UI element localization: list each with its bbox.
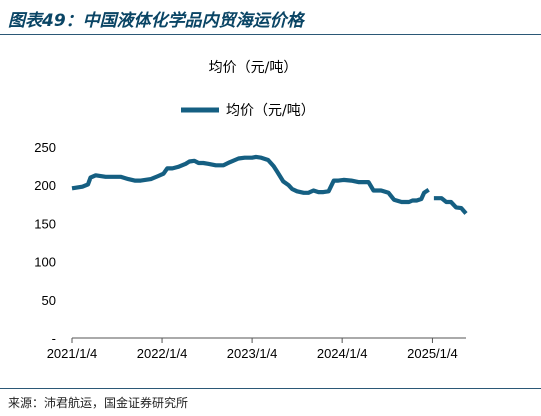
series-line-0: [71, 154, 430, 205]
x-tick-label: 2024/1/4: [317, 346, 368, 358]
x-tick-label: 2022/1/4: [137, 346, 188, 358]
legend: 均价（元/吨）: [181, 103, 315, 119]
chart-title: 均价（元/吨）: [209, 60, 298, 76]
x-tick-label: 2025/1/4: [407, 346, 458, 358]
legend-entry-avg-price: 均价（元/吨）: [226, 103, 315, 119]
figure-title: 图表49：中国液体化学品内贸海运价格: [8, 11, 304, 31]
y-tick-label: 250: [34, 140, 56, 155]
bottom-rule: [0, 388, 541, 389]
x-tick-label: 2023/1/4: [227, 346, 278, 358]
x-tick-label: 2021/1/4: [47, 346, 98, 358]
y-tick-label: -: [52, 331, 56, 346]
y-tick-label: 150: [34, 216, 56, 231]
source-note: 来源：沛君航运，国金证券研究所: [8, 396, 189, 410]
y-tick-label: 50: [42, 293, 56, 308]
plot-area: [71, 154, 468, 215]
top-rule: [0, 34, 541, 35]
y-tick-label: 200: [34, 178, 56, 193]
line-chart: 均价（元/吨） 均价（元/吨） - 50 100 150 200 250 2021/1/4 2…: [34, 60, 468, 358]
axes: - 50 100 150 200 250 2021/1/4 2022/1/4 2023/1/4 2…: [34, 140, 466, 358]
y-tick-label: 100: [34, 255, 56, 270]
series-line-1: [433, 196, 468, 215]
